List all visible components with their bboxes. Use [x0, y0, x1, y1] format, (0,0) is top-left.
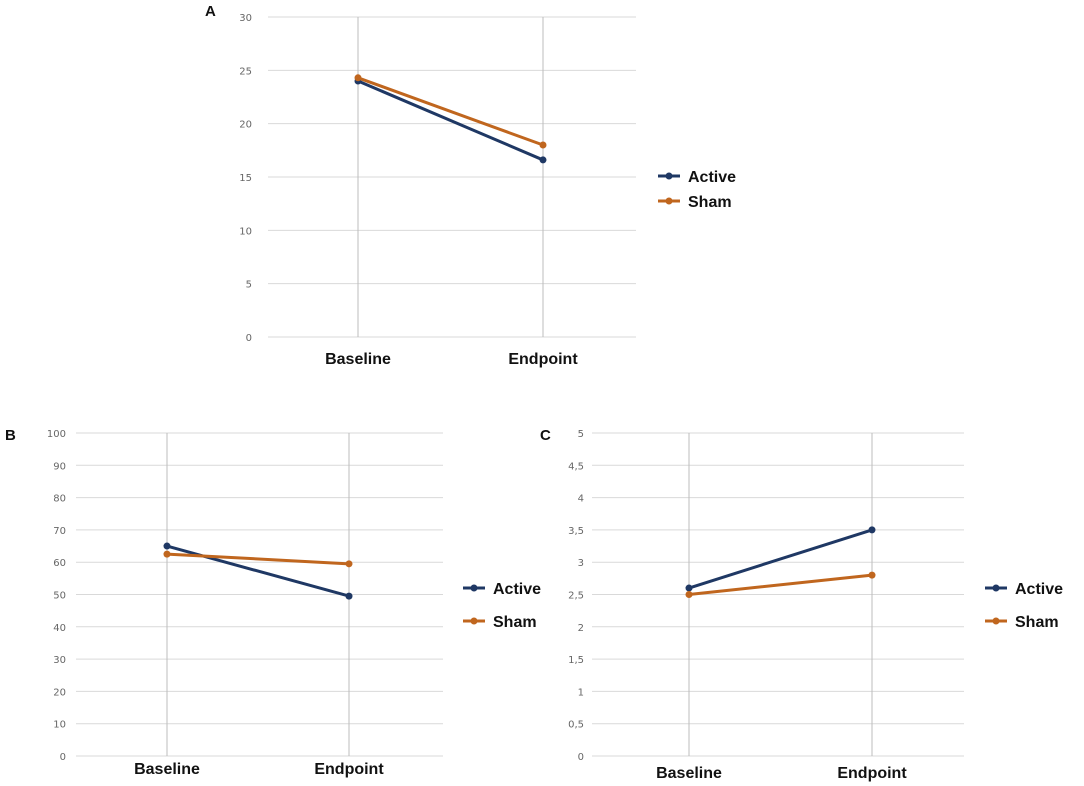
y-tick-label: 0 — [60, 752, 66, 763]
legend-label-sham: Sham — [1015, 614, 1059, 631]
data-point-sham — [868, 571, 876, 579]
series-line-active — [165, 544, 351, 598]
y-tick-label: 3 — [578, 558, 584, 569]
y-tick-label: 40 — [53, 623, 66, 634]
legend-marker-sham — [665, 197, 673, 205]
data-point-active — [685, 584, 693, 592]
x-category-label: Baseline — [656, 765, 722, 782]
legend-label-sham: Sham — [688, 194, 732, 211]
panel-b: B 0 10 20 30 40 50 60 70 80 90 100 Baseline Endpoint A… — [5, 427, 541, 778]
legend-marker-sham — [992, 617, 1000, 625]
panel-c: C 0 0,5 1 1,5 2 2,5 3 3,5 4 4,5 5 Baseline Endpoint Ac… — [540, 427, 1063, 782]
y-tick-label: 30 — [239, 13, 252, 24]
y-tick-label: 15 — [239, 173, 252, 184]
x-category-label: Baseline — [325, 351, 391, 368]
y-tick-label: 3,5 — [568, 526, 584, 537]
y-tick-label: 50 — [53, 591, 66, 602]
y-tick-label: 5 — [246, 280, 252, 291]
y-tick-label: 2 — [578, 623, 584, 634]
series-line-sham — [356, 76, 545, 147]
y-tick-label: 2,5 — [568, 591, 584, 602]
data-point-sham — [539, 141, 547, 149]
y-tick-label: 10 — [53, 720, 66, 731]
data-point-active — [163, 542, 171, 550]
y-tick-label: 20 — [239, 120, 252, 131]
y-tick-label: 70 — [53, 526, 66, 537]
data-point-active — [868, 526, 876, 534]
series-line-active — [356, 79, 545, 162]
legend-marker-active — [992, 584, 1000, 592]
y-tick-label: 20 — [53, 687, 66, 698]
legend-label-active: Active — [688, 169, 736, 186]
legend-label-active: Active — [1015, 581, 1063, 598]
data-point-sham — [163, 550, 171, 558]
y-tick-label: 1,5 — [568, 655, 584, 666]
data-point-sham — [354, 74, 362, 82]
series-line-sham — [687, 573, 874, 596]
y-tick-label: 4 — [578, 494, 584, 505]
data-point-active — [539, 156, 547, 164]
x-category-label: Endpoint — [837, 765, 907, 782]
y-tick-label: 25 — [239, 66, 252, 77]
legend-label-sham: Sham — [493, 614, 537, 631]
y-tick-label: 100 — [47, 429, 66, 440]
y-tick-label: 1 — [578, 687, 584, 698]
y-tick-label: 0,5 — [568, 720, 584, 731]
panel-a: A 0 5 10 15 20 25 30 Baseline Endpoint Active Sham — [205, 3, 736, 368]
y-tick-label: 0 — [246, 333, 252, 344]
y-tick-label: 0 — [578, 752, 584, 763]
x-category-label: Endpoint — [314, 761, 384, 778]
data-point-sham — [345, 560, 353, 568]
y-tick-label: 80 — [53, 494, 66, 505]
panel-label-c: C — [540, 427, 551, 444]
data-point-sham — [685, 591, 693, 598]
x-category-label: Baseline — [134, 761, 200, 778]
series-line-sham — [165, 552, 351, 566]
legend-marker-sham — [470, 617, 478, 625]
y-tick-label: 5 — [578, 429, 584, 440]
y-tick-label: 30 — [53, 655, 66, 666]
panel-label-a: A — [205, 3, 216, 20]
legend-marker-active — [470, 584, 478, 592]
data-point-active — [345, 592, 353, 600]
panel-label-b: B — [5, 427, 16, 444]
series-line-active — [687, 528, 874, 590]
y-tick-label: 4,5 — [568, 461, 584, 472]
y-tick-label: 90 — [53, 461, 66, 472]
legend-marker-active — [665, 172, 673, 180]
legend-label-active: Active — [493, 581, 541, 598]
y-tick-label: 60 — [53, 558, 66, 569]
x-category-label: Endpoint — [508, 351, 578, 368]
y-tick-label: 10 — [239, 226, 252, 237]
